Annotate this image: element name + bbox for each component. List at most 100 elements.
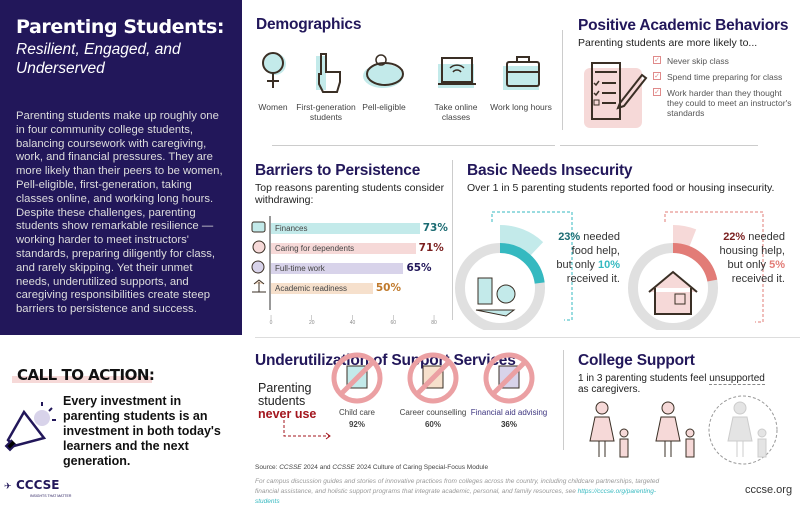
behaviors-subtitle: Parenting students are more likely to...	[578, 37, 758, 49]
caregiving-icon	[252, 240, 266, 254]
text: received it.	[731, 273, 785, 285]
service-label: Career counselling	[399, 408, 467, 417]
clock-icon	[251, 260, 265, 274]
x-tick-label: | 0	[269, 315, 273, 326]
milk-carton-icon	[477, 277, 493, 305]
x-tick-label: | 20	[308, 315, 315, 326]
bar-full-time-work: Full-time work	[271, 263, 404, 274]
food-needed-value: 23%	[558, 231, 581, 243]
barriers-subtitle: Top reasons parenting students consider …	[255, 182, 445, 206]
prohibited-playground-icon	[331, 352, 383, 404]
demographics-title: Demographics	[256, 16, 362, 33]
support-lead: Parenting students never use	[258, 382, 316, 421]
dashed-circle	[708, 395, 778, 465]
college-support-title: College Support	[578, 352, 695, 369]
divider	[560, 145, 758, 146]
house-icon	[648, 270, 698, 315]
x-tick-label: | 60	[390, 315, 397, 326]
cta-highlight	[12, 376, 152, 383]
cta-text: Every investment in parenting students i…	[63, 394, 221, 468]
dashed-arrow-icon	[283, 420, 331, 440]
demographic-label: First-generation students	[296, 102, 356, 122]
text: students	[258, 394, 306, 408]
demographic-first-generation: First-generation students	[294, 50, 358, 122]
page-subtitle: Resilient, Engaged, and Underserved	[16, 41, 181, 77]
unsupported-parent-child-icon	[727, 401, 767, 458]
footer-note: For campus discussion guides and stories…	[255, 477, 675, 507]
text: Parenting	[258, 381, 312, 395]
demographic-pell-eligible: Pell-eligible	[352, 50, 416, 112]
chart-axis	[269, 216, 271, 310]
bar-value-label: 73%	[422, 222, 448, 234]
intro-text: Parenting students make up roughly one i…	[16, 110, 223, 316]
housing-needed-arc	[672, 243, 718, 282]
text: needed	[748, 231, 785, 243]
intro-panel: Parenting Students: Resilient, Engaged, …	[0, 0, 242, 335]
behavior-item: ✓ Work harder than they thought they coul…	[653, 88, 795, 118]
text: Source:	[255, 464, 278, 471]
college-support-text: 1 in 3 parenting students feel unsupport…	[578, 373, 768, 395]
food-received-arc	[499, 225, 544, 259]
service-label: Financial aid advising	[470, 408, 548, 417]
site-url[interactable]: cccse.org	[745, 484, 793, 496]
megaphone-icon	[4, 402, 56, 452]
bar-value-label: 50%	[375, 282, 402, 294]
lightbulb-book-icon	[252, 279, 266, 293]
text: but only	[727, 259, 767, 271]
bar-academic-readiness: Academic readiness	[271, 283, 373, 294]
behaviors-title: Positive Academic Behaviors	[578, 17, 789, 34]
prohibited-career-climb-icon	[407, 352, 459, 404]
behavior-label: Spend time preparing for class	[667, 72, 783, 82]
briefcase-icon	[503, 56, 540, 90]
demographic-long-hours: Work long hours	[489, 50, 553, 112]
text: but only	[556, 259, 595, 271]
food-insecurity-text: 23% needed food help, but only 10% recei…	[550, 230, 620, 286]
demographic-label: Take online classes	[434, 102, 478, 122]
parent-child-icon	[589, 401, 629, 458]
parent-child-icons	[589, 395, 778, 465]
divider	[452, 160, 453, 320]
cta-title: CALL TO ACTION:	[17, 366, 155, 384]
text: CCSSE	[332, 464, 355, 471]
text: needed	[583, 231, 620, 243]
logo-mark-icon: ✈	[4, 481, 12, 491]
checkbox-icon: ✓	[653, 88, 661, 96]
text: as caregivers.	[578, 384, 641, 395]
source-note: Source: CCSSE 2024 and CCSSE 2024 Cultur…	[255, 464, 488, 471]
demographic-label: Work long hours	[490, 102, 552, 112]
checkbox-icon: ✓	[653, 56, 661, 64]
cccse-logo: ✈ CCCSE INSIGHTS THAT MATTER	[4, 476, 71, 498]
unsupported-text: unsupported	[709, 373, 765, 385]
basic-needs-donuts	[455, 211, 764, 330]
behavior-label: Work harder than they thought they could…	[667, 88, 792, 118]
divider	[255, 337, 800, 338]
text: 2024 and	[303, 464, 331, 471]
carrot-icon	[475, 309, 516, 317]
never-use-text: never use	[258, 407, 317, 421]
bar-value-label: 65%	[406, 262, 432, 274]
behavior-label: Never skip class	[667, 56, 729, 66]
basic-needs-title: Basic Needs Insecurity	[467, 162, 633, 179]
text: 2024 Culture of Caring Special-Focus Mod…	[356, 464, 489, 471]
parent-child-icon	[655, 401, 695, 458]
demographic-label: Pell-eligible	[362, 102, 406, 112]
housing-insecurity-text: 22% needed housing help, but only 5% rec…	[700, 230, 785, 286]
window-icon	[674, 293, 686, 305]
demographic-women: Women	[241, 50, 305, 112]
prohibited-financial-aid-icon	[483, 352, 535, 404]
service-value: 60%	[424, 420, 441, 429]
service-label: Child care	[338, 408, 375, 417]
food-received-value: 10%	[597, 259, 620, 271]
checkbox-icon: ✓	[653, 72, 661, 80]
service-value: 92%	[348, 420, 365, 429]
bar-caring-for-dependents: Caring for dependents	[271, 243, 416, 254]
page-title: Parenting Students:	[16, 16, 225, 38]
x-tick-label: | 40	[349, 315, 356, 326]
service-financial-aid: Financial aid advising 36%	[464, 408, 554, 429]
text: food help,	[571, 245, 620, 257]
housing-received-value: 5%	[769, 259, 785, 271]
behavior-item: ✓ Spend time preparing for class	[653, 72, 783, 82]
bar-finances: Finances	[271, 223, 420, 234]
text: For campus discussion guides and stories…	[255, 478, 660, 495]
service-career-counselling: Career counselling 60%	[388, 408, 478, 429]
